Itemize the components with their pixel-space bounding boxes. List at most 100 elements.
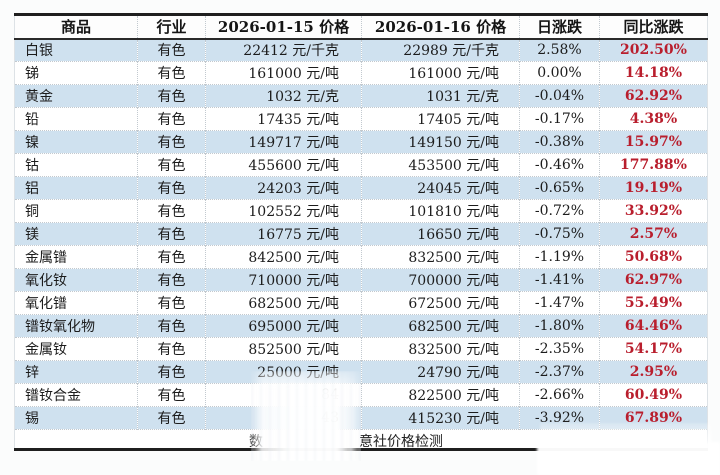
price-2026-01-16: 22989 元/千克	[361, 38, 520, 62]
yoy-change: 62.92%	[599, 84, 708, 108]
price-table-wrap: 商品 行业 2026-01-15 价格 2026-01-16 价格 日涨跌 同比…	[14, 13, 708, 451]
daily-change: -1.47%	[519, 291, 600, 315]
commodity-name: 铝	[14, 176, 138, 200]
industry-label: 有色	[137, 406, 206, 430]
table-row: 镨钕合金有色84822500 元/吨-2.66%60.49%	[14, 383, 708, 407]
price-2026-01-15: 17435 元/吨	[205, 107, 362, 131]
price-2026-01-15: 24203 元/吨	[205, 176, 362, 200]
commodity-name: 镍	[14, 130, 138, 154]
blur-overlay-middle	[251, 371, 361, 461]
commodity-name: 镨钕合金	[14, 383, 138, 407]
col-header-industry: 行业	[137, 14, 206, 40]
daily-change: -0.72%	[519, 199, 600, 223]
industry-label: 有色	[137, 360, 206, 384]
price-2026-01-16: 24045 元/吨	[361, 176, 520, 200]
yoy-change: 2.57%	[599, 222, 708, 246]
table-row: 镨钕氧化物 有色 695000 元/吨 682500 元/吨 -1.80% 64.46%	[14, 314, 708, 338]
blur-overlay-bottom-right-veil	[540, 423, 712, 443]
commodity-name: 锑	[14, 61, 138, 85]
table-row: 镁有色 16775 元/吨 16650 元/吨 -0.75% 2.57%	[14, 222, 708, 246]
yoy-change: 54.17%	[599, 337, 708, 361]
daily-change: 0.00%	[519, 61, 600, 85]
blur-overlay-bottom-right	[537, 442, 720, 475]
industry-label: 有色	[137, 337, 206, 361]
industry-label: 有色	[137, 268, 206, 292]
industry-label: 有色	[137, 383, 206, 407]
industry-label: 有色	[137, 84, 206, 108]
table-row: 锑有色 161000 元/吨 161000 元/吨 0.00% 14.18%	[14, 61, 708, 85]
industry-label: 有色	[137, 153, 206, 177]
industry-label: 有色	[137, 199, 206, 223]
yoy-change: 55.49%	[599, 291, 708, 315]
table-header: 商品 行业 2026-01-15 价格 2026-01-16 价格 日涨跌 同比…	[14, 14, 708, 40]
price-2026-01-15: 852500 元/吨	[205, 337, 362, 361]
table-footer: 数 意社价格检测	[14, 429, 708, 450]
price-2026-01-16: 24790 元/吨	[361, 360, 520, 384]
table-row: 镍有色 149717 元/吨 149150 元/吨 -0.38% 15.97%	[14, 130, 708, 154]
industry-label: 有色	[137, 222, 206, 246]
commodity-name: 金属钕	[14, 337, 138, 361]
industry-label: 有色	[137, 38, 206, 62]
commodity-name: 黄金	[14, 84, 138, 108]
table-row: 氧化钕 有色 710000 元/吨 700000 元/吨 -1.41% 62.97%	[14, 268, 708, 292]
commodity-name: 锌	[14, 360, 138, 384]
col-header-yoy-change: 同比涨跌	[599, 14, 708, 40]
industry-label: 有色	[137, 107, 206, 131]
price-2026-01-16: 453500 元/吨	[361, 153, 520, 177]
commodity-name: 氧化镨	[14, 291, 138, 315]
commodity-name: 镁	[14, 222, 138, 246]
yoy-change: 2.95%	[599, 360, 708, 384]
price-2026-01-15: 842500 元/吨	[205, 245, 362, 269]
price-2026-01-16: 672500 元/吨	[361, 291, 520, 315]
price-2026-01-16: 682500 元/吨	[361, 314, 520, 338]
daily-change: -1.41%	[519, 268, 600, 292]
yoy-change: 14.18%	[599, 61, 708, 85]
yoy-change: 177.88%	[599, 153, 708, 177]
table-row: 铜有色 102552 元/吨 101810 元/吨 -0.72% 33.92%	[14, 199, 708, 223]
price-2026-01-16: 415230 元/吨	[361, 406, 520, 430]
daily-change: -0.65%	[519, 176, 600, 200]
daily-change: -0.04%	[519, 84, 600, 108]
daily-change: -2.35%	[519, 337, 600, 361]
price-2026-01-15: 710000 元/吨	[205, 268, 362, 292]
data-source-fragment-right: 意社价格检测	[359, 434, 443, 450]
daily-change: -1.80%	[519, 314, 600, 338]
table-row: 金属镨 有色 842500 元/吨 832500 元/吨 -1.19% 50.68%	[14, 245, 708, 269]
yoy-change: 202.50%	[599, 38, 708, 62]
daily-change: -0.38%	[519, 130, 600, 154]
daily-change: -2.37%	[519, 360, 600, 384]
price-2026-01-15: 102552 元/吨	[205, 199, 362, 223]
commodity-name: 铅	[14, 107, 138, 131]
yoy-change: 60.49%	[599, 383, 708, 407]
commodity-name: 钴	[14, 153, 138, 177]
industry-label: 有色	[137, 245, 206, 269]
table-row: 钴有色 455600 元/吨 453500 元/吨 -0.46% 177.88%	[14, 153, 708, 177]
daily-change: -0.46%	[519, 153, 600, 177]
price-2026-01-15: 455600 元/吨	[205, 153, 362, 177]
price-2026-01-15: 682500 元/吨	[205, 291, 362, 315]
table-row: 黄金 有色 1032 元/克 1031 元/克 -0.04% 62.92%	[14, 84, 708, 108]
commodity-name: 氧化钕	[14, 268, 138, 292]
daily-change: -2.66%	[519, 383, 600, 407]
yoy-change: 50.68%	[599, 245, 708, 269]
price-2026-01-15: 149717 元/吨	[205, 130, 362, 154]
price-2026-01-15: 22412 元/千克	[205, 38, 362, 62]
price-2026-01-16: 1031 元/克	[361, 84, 520, 108]
price-2026-01-15: 695000 元/吨	[205, 314, 362, 338]
daily-change: -0.75%	[519, 222, 600, 246]
yoy-change: 15.97%	[599, 130, 708, 154]
daily-change: 2.58%	[519, 38, 600, 62]
price-2026-01-16: 149150 元/吨	[361, 130, 520, 154]
footer-row: 数 意社价格检测	[14, 429, 708, 450]
price-2026-01-16: 832500 元/吨	[361, 245, 520, 269]
header-row: 商品 行业 2026-01-15 价格 2026-01-16 价格 日涨跌 同比…	[14, 14, 708, 40]
yoy-change: 62.97%	[599, 268, 708, 292]
price-2026-01-15: 161000 元/吨	[205, 61, 362, 85]
col-header-price-0115: 2026-01-15 价格	[205, 14, 362, 40]
col-header-price-0116: 2026-01-16 价格	[361, 14, 520, 40]
yoy-change: 4.38%	[599, 107, 708, 131]
price-2026-01-16: 822500 元/吨	[361, 383, 520, 407]
price-2026-01-16: 832500 元/吨	[361, 337, 520, 361]
industry-label: 有色	[137, 176, 206, 200]
